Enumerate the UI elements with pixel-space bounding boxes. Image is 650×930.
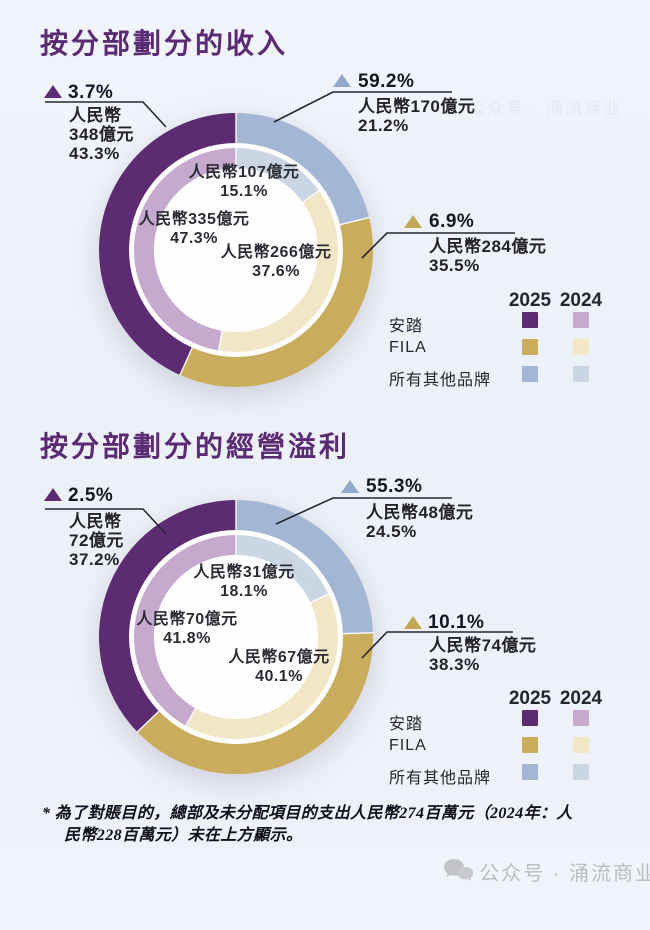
triangle-up-icon [44,488,62,501]
chart2-title: 按分部劃分的經營溢利 [40,431,351,462]
legend-label-fila: FILA [389,737,427,754]
ring-segment-fila [180,217,373,387]
legend-swatch-others-2025 [522,764,538,780]
legend-swatch-anta-2025 [522,710,538,726]
legend-year-2024: 2024 [559,290,603,311]
legend-swatch-others-2024 [573,366,589,382]
triangle-up-icon [341,480,359,493]
chart2-anta-change: 2.5% [68,485,114,506]
ring-segment-others [236,113,370,225]
ring-segment-anta [133,535,236,726]
legend-year-2025: 2025 [508,688,552,709]
chart1-anta-2025-value: 人民幣 348億元 43.3% [69,106,134,163]
chat-bubbles-icon [443,812,473,930]
legend-swatch-fila-2024 [573,339,589,355]
callout-connector-line [45,101,167,128]
triangle-up-icon [404,215,422,228]
chart1-title: 按分部劃分的收入 [40,28,289,59]
chart2-fila-change: 10.1% [428,612,485,633]
watermark-bottom: 公众号 · 涌流商业 [443,812,650,930]
ring-segment-others [236,500,373,634]
legend-label-others: 所有其他品牌 [389,372,492,389]
chart1-anta-change: 3.7% [68,82,114,103]
legend-label-anta: 安踏 [389,716,424,733]
triangle-up-icon [404,616,422,629]
legend-swatch-fila-2025 [522,339,538,355]
legend-chart2: 2025 2024 安踏 FILA 所有其他品牌 [388,688,628,788]
chart1-fila-change: 6.9% [429,211,475,232]
legend-swatch-anta-2024 [573,312,589,328]
legend-swatch-anta-2025 [522,312,538,328]
legend-swatch-others-2024 [573,764,589,780]
legend-label-anta: 安踏 [389,318,424,335]
chart2-anta-2024-value: 人民幣70億元 41.8% [136,611,238,647]
ring-segment-fila [218,190,338,352]
chart1-others-change: 59.2% [358,71,415,92]
ring-segment-anta [98,500,236,733]
ring-segment-others [236,148,319,203]
legend-chart1: 2025 2024 安踏 FILA 所有其他品牌 [388,290,628,390]
callout-connector-line [45,508,167,535]
donut-chart-2 [98,499,374,775]
footnote-line1: * 為了對賬目的，總部及未分配項目的支出人民幣274百萬元（2024年：人 [42,805,573,822]
chart2-others-change: 55.3% [366,476,423,497]
callout-connector-line [273,91,452,123]
chart1-fila-2025-value: 人民幣284億元 35.5% [429,237,547,275]
triangle-up-icon [44,85,62,98]
legend-swatch-anta-2024 [573,710,589,726]
legend-swatch-fila-2024 [573,737,589,753]
legend-year-2025: 2025 [508,290,552,311]
watermark-top: 公众号 · 涌流商业 [468,99,623,118]
chart2-others-2024-value: 人民幣31億元 18.1% [193,564,295,600]
callout-connector-line [361,631,513,659]
ring-segment-fila [185,594,338,740]
chart2-fila-2025-value: 人民幣74億元 38.3% [429,636,537,674]
donut-chart-1 [98,112,373,387]
chart2-fila-2024-value: 人民幣67億元 40.1% [228,649,330,685]
donut-charts-canvas [45,91,515,775]
infographic-page: { "colors": { "title": "#5b2a74", "backg… [0,0,650,885]
chart1-others-2025-value: 人民幣170億元 21.2% [358,97,476,135]
ring-segment-others [236,535,329,603]
legend-swatch-fila-2025 [522,737,538,753]
legend-label-fila: FILA [389,339,427,356]
callout-connector-line [275,497,452,525]
chart1-others-2024-value: 人民幣107億元 15.1% [188,164,300,200]
chart1-fila-2024-value: 人民幣266億元 37.6% [220,244,332,280]
legend-label-others: 所有其他品牌 [389,770,492,787]
chart2-others-2025-value: 人民幣48億元 24.5% [366,503,474,541]
chart2-anta-2025-value: 人民幣 72億元 37.2% [69,512,124,569]
triangle-up-icon [333,74,351,87]
ring-segment-anta [134,148,236,351]
legend-year-2024: 2024 [559,688,603,709]
footnote-line2: 民幣228百萬元）未在上方顯示。 [64,827,303,844]
legend-swatch-others-2025 [522,366,538,382]
chart1-anta-2024-value: 人民幣335億元 47.3% [138,211,250,247]
callout-connector-line [361,232,515,259]
ring-segment-fila [137,632,373,775]
ring-segment-anta [98,113,236,376]
